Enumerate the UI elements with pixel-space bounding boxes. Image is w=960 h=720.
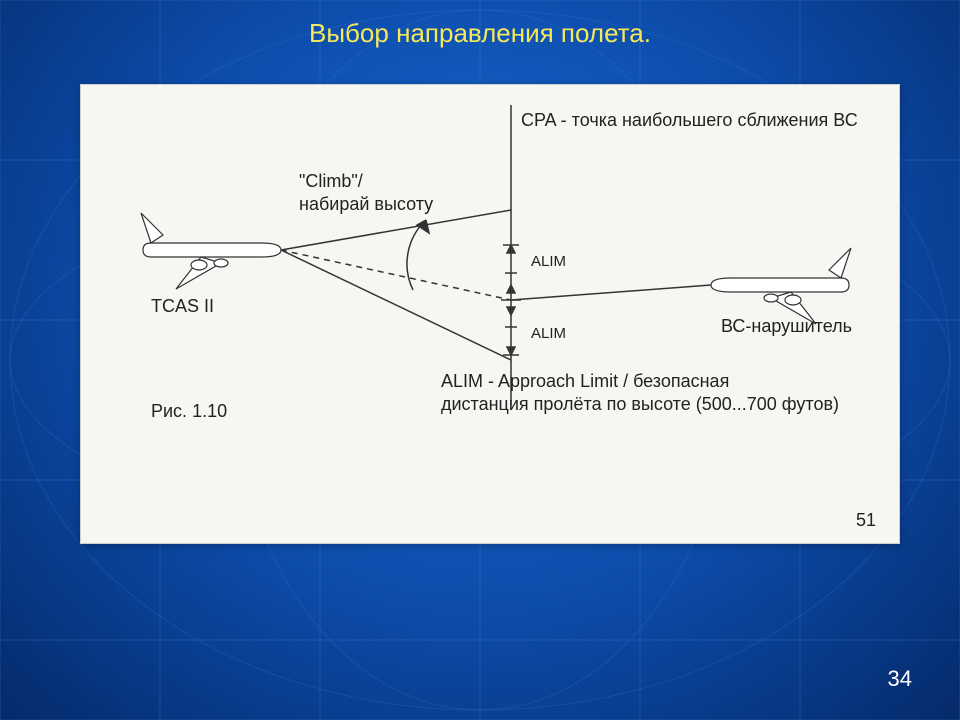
climb-label: "Climb"/ набирай высоту: [299, 170, 433, 215]
intruder-label: ВС-нарушитель: [721, 315, 852, 338]
slide-number: 34: [888, 666, 912, 692]
alim-label-bottom: ALIM: [531, 325, 566, 344]
cpa-label: CPA - точка наибольшего сближения ВС: [521, 109, 858, 132]
diagram-panel: CPA - точка наибольшего сближения ВС "Cl…: [80, 84, 900, 544]
level-path: [281, 250, 511, 300]
left-aircraft-icon: [141, 213, 281, 289]
climb-arc: [407, 220, 426, 290]
intruder-path: [511, 285, 711, 300]
figure-label: Рис. 1.10: [151, 400, 227, 423]
descend-path: [281, 250, 511, 360]
slide-title: Выбор направления полета.: [0, 18, 960, 49]
climb-path: [281, 210, 511, 250]
alim-label-top: ALIM: [531, 253, 566, 272]
right-aircraft-icon: [711, 248, 851, 324]
tcas-label: TCAS II: [151, 295, 214, 318]
page-number: 51: [856, 510, 876, 531]
alim-caption: ALIM - Approach Limit / безопасная диста…: [441, 370, 839, 415]
